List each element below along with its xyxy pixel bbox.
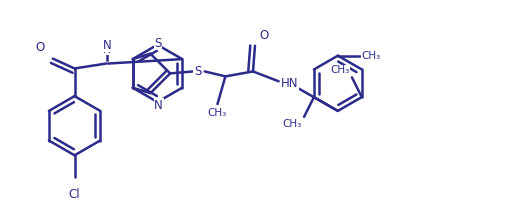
- Text: CH₃: CH₃: [283, 119, 302, 129]
- Text: CH₃: CH₃: [362, 51, 381, 61]
- Text: N: N: [103, 39, 111, 52]
- Text: O: O: [36, 41, 45, 54]
- Text: Cl: Cl: [69, 188, 80, 201]
- Text: H: H: [103, 45, 111, 55]
- Text: HN: HN: [281, 77, 298, 90]
- Text: N: N: [154, 99, 163, 112]
- Text: S: S: [154, 37, 162, 50]
- Text: CH₃: CH₃: [208, 108, 227, 118]
- Text: CH₃: CH₃: [331, 65, 350, 75]
- Text: O: O: [259, 29, 268, 42]
- Text: S: S: [194, 65, 202, 78]
